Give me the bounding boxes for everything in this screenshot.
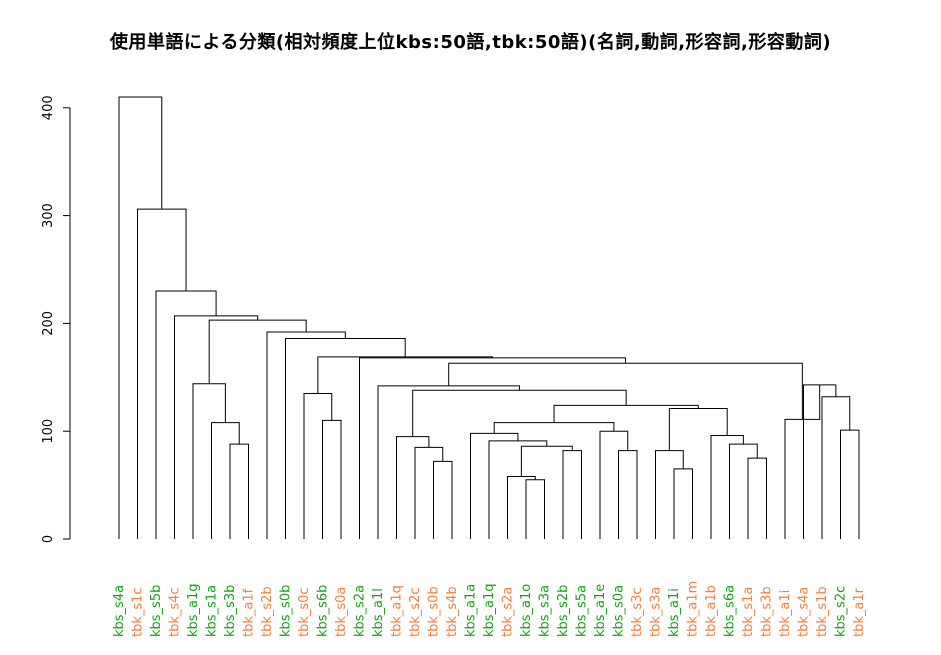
leaf-label: kbs_a1l xyxy=(371,588,386,637)
dendrogram-merge xyxy=(599,430,629,539)
leaf-label: tbk_s2b xyxy=(260,586,275,637)
dendrogram-merge xyxy=(155,290,217,539)
leaf-label: tbk_s2c xyxy=(408,587,423,637)
y-tick-label: 0 xyxy=(41,535,56,543)
leaf-label: kbs_s0b xyxy=(279,585,294,637)
dendrogram-merge xyxy=(317,356,494,394)
leaf-label: tbk_a1r xyxy=(852,587,867,637)
leaf-label: tbk_s4b xyxy=(445,586,460,637)
leaf-label: kbs_s5a xyxy=(575,585,590,637)
dendrogram-merge xyxy=(507,475,536,539)
leaf-label: kbs_s3b xyxy=(223,585,238,637)
dendrogram-merge xyxy=(562,450,582,539)
dendrogram-merge xyxy=(396,436,430,539)
leaf-label: tbk_s0a xyxy=(334,587,349,637)
y-axis: 0 100 200 300 400 xyxy=(41,95,71,543)
leaf-label: kbs_s4a xyxy=(112,585,127,637)
leaf-label: kbs_a1i xyxy=(667,588,682,637)
leaf-label: tbk_a1m xyxy=(686,581,701,637)
y-tick-label: 200 xyxy=(41,311,56,336)
dendrogram-merge xyxy=(211,422,240,539)
leaf-label: tbk_a1q xyxy=(390,585,405,637)
leaf-label: tbk_s1b xyxy=(815,586,830,637)
leaf-label: kbs_a1q xyxy=(482,583,497,637)
dendrogram-merge xyxy=(488,440,548,539)
leaf-label: kbs_s0a xyxy=(612,585,627,637)
dendrogram-merge xyxy=(618,450,638,539)
dendrogram-merge xyxy=(553,404,699,423)
dendrogram-merge xyxy=(470,432,519,539)
leaf-label: kbs_s3a xyxy=(538,585,553,637)
leaf-labels: kbs_s4a tbk_s1c kbs_s5b tbk_s4c kbs_a1g kbs_s… xyxy=(112,581,867,637)
dendrogram-merge xyxy=(303,392,333,539)
leaf-label: kbs_s5b xyxy=(149,585,164,637)
leaf-label: tbk_s1c xyxy=(131,587,146,637)
leaf-label: tbk_s0c xyxy=(297,587,312,637)
leaf-label: kbs_s1a xyxy=(205,585,220,637)
leaf-label: kbs_a1a xyxy=(464,584,479,637)
leaf-label: tbk_s3c xyxy=(630,587,645,637)
dendrogram-merge xyxy=(655,450,684,539)
leaf-label: tbk_s3a xyxy=(649,587,664,637)
leaf-label: tbk_a1f xyxy=(242,588,257,637)
dendrogram-merge xyxy=(493,422,615,434)
leaf-label: tbk_s1a xyxy=(741,587,756,637)
leaf-label: tbk_s3b xyxy=(760,586,775,637)
dendrogram-merge xyxy=(840,429,860,539)
dendrogram-merge xyxy=(229,443,249,539)
leaf-label: tbk_s4a xyxy=(797,587,812,637)
leaf-label: tbk_s2a xyxy=(501,587,516,637)
leaf-label: kbs_s2a xyxy=(353,585,368,637)
dendrogram-merge xyxy=(118,96,163,539)
y-tick-label: 300 xyxy=(41,203,56,228)
leaf-label: tbk_a1b xyxy=(704,585,719,637)
leaf-label: kbs_a1e xyxy=(593,584,608,637)
dendrogram-merge xyxy=(668,408,728,451)
leaf-label: kbs_s6a xyxy=(723,585,738,637)
dendrogram-merge xyxy=(377,385,520,539)
leaf-label: tbk_s4c xyxy=(168,587,183,637)
leaf-label: tbk_a1i xyxy=(778,590,793,637)
dendrogram-merge xyxy=(710,435,744,539)
dendrogram-merge xyxy=(322,419,342,539)
dendrogram-merge xyxy=(673,468,693,539)
dendrogram-merge xyxy=(285,337,406,539)
y-tick-label: 100 xyxy=(41,419,56,444)
dendrogram-merge xyxy=(174,315,259,539)
dendrogram-merge xyxy=(448,362,803,420)
dendrogram-merge xyxy=(821,396,851,539)
dendrogram-merge xyxy=(208,319,307,384)
dendrogram-merge xyxy=(359,357,627,539)
y-tick-label: 400 xyxy=(41,95,56,120)
dendrogram-tree xyxy=(118,96,860,539)
dendrogram-merge xyxy=(412,389,627,437)
leaf-label: kbs_a1o xyxy=(519,584,534,637)
dendrogram-merge xyxy=(192,383,226,539)
dendrogram-merge xyxy=(137,208,187,539)
leaf-label: kbs_a1g xyxy=(186,583,201,637)
leaf-label: kbs_s2b xyxy=(556,585,571,637)
leaf-label: tbk_s0b xyxy=(427,586,442,637)
chart-title: 使用単語による分類(相対頻度上位kbs:50語,tbk:50語)(名詞,動詞,形… xyxy=(109,32,832,53)
dendrogram-merge xyxy=(433,460,453,539)
dendrogram-merge xyxy=(747,457,767,539)
leaf-label: kbs_s2c xyxy=(834,586,849,637)
dendrogram-merge xyxy=(525,479,545,539)
dendrogram-merge xyxy=(266,331,346,539)
leaf-label: kbs_s6b xyxy=(316,585,331,637)
